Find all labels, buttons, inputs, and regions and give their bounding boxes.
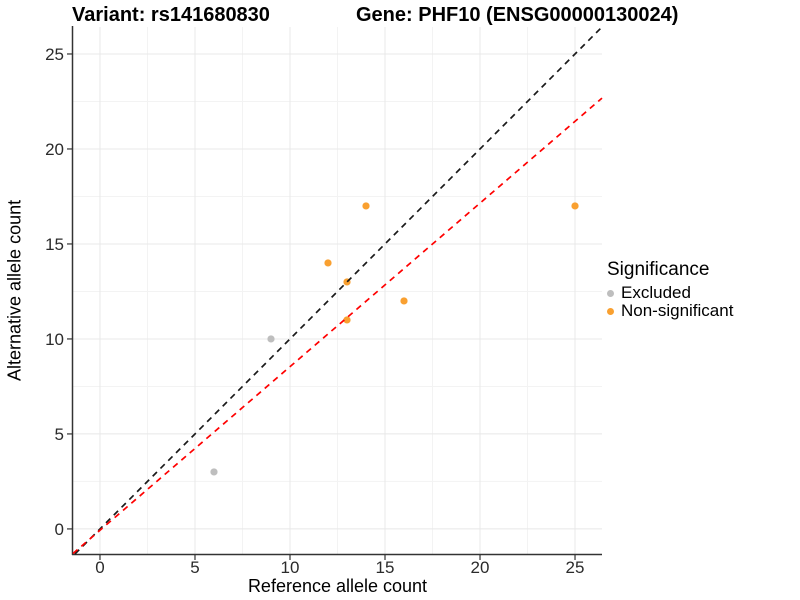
legend-item-excluded: Excluded [607, 283, 733, 302]
identity-line [74, 26, 603, 555]
x-tick-label: 25 [566, 558, 585, 577]
non-significant-dot-icon [607, 307, 614, 315]
data-point-excluded [210, 468, 218, 476]
legend-item-non-significant: Non-significant [607, 301, 734, 320]
y-tick-label: 0 [55, 520, 64, 539]
x-tick-label: 15 [376, 558, 395, 577]
gene-title: Gene: PHF10 (ENSG00000130024) [356, 4, 679, 26]
x-tick-label: 5 [190, 558, 199, 577]
x-axis-title: Reference allele count [247, 576, 428, 596]
data-point-non-significant [324, 259, 332, 267]
legend-title: Significance [607, 259, 710, 280]
y-tick-label: 20 [45, 140, 64, 159]
y-tick-label: 25 [45, 45, 64, 64]
x-tick-label: 0 [95, 558, 104, 577]
data-point-excluded [267, 335, 275, 343]
data-point-non-significant [400, 297, 408, 305]
data-point-non-significant [343, 316, 351, 324]
legend: Significance Excluded Non-significant [607, 259, 733, 320]
y-tick-label: 15 [45, 235, 64, 254]
data-point-non-significant [362, 202, 370, 210]
excluded-dot-icon [607, 289, 614, 297]
y-tick-label: 10 [45, 330, 64, 349]
x-tick-label: 10 [281, 558, 300, 577]
x-tick-label: 20 [471, 558, 490, 577]
data-point-non-significant [571, 202, 579, 210]
y-axis-title: Alternative allele count [4, 199, 25, 381]
legend-item-label: Non-significant [621, 301, 734, 320]
y-tick-label: 5 [55, 425, 64, 444]
legend-item-label: Excluded [621, 283, 691, 302]
variant-title: Variant: rs141680830 [72, 4, 270, 26]
